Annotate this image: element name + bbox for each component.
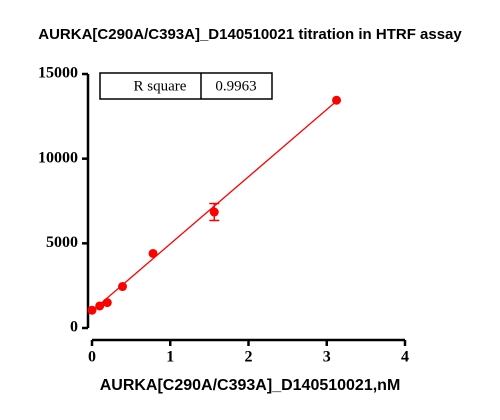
y-tick-label: 0 (70, 319, 78, 336)
data-point (102, 298, 112, 308)
data-point (95, 301, 105, 311)
y-tick-label: 5000 (46, 234, 78, 251)
x-tick-label: 1 (166, 349, 174, 366)
chart-title: AURKA[C290A/C393A]_D140510021 titration … (38, 26, 462, 43)
r-square-label: R square (134, 78, 187, 94)
x-tick-label: 3 (323, 349, 331, 366)
data-point (209, 207, 219, 217)
r-square-value: 0.9963 (215, 78, 256, 94)
y-tick-label: 15000 (38, 65, 78, 82)
data-point (332, 95, 342, 105)
x-tick-label: 0 (88, 349, 96, 366)
y-tick-label: 10000 (38, 149, 78, 166)
x-tick-label: 2 (245, 349, 253, 366)
data-point (148, 248, 158, 258)
x-tick-label: 4 (401, 349, 409, 366)
stats-box (99, 72, 273, 100)
x-axis-label: AURKA[C290A/C393A]_D140510021,nM (100, 377, 401, 394)
data-point (87, 305, 97, 315)
data-point (118, 282, 128, 292)
